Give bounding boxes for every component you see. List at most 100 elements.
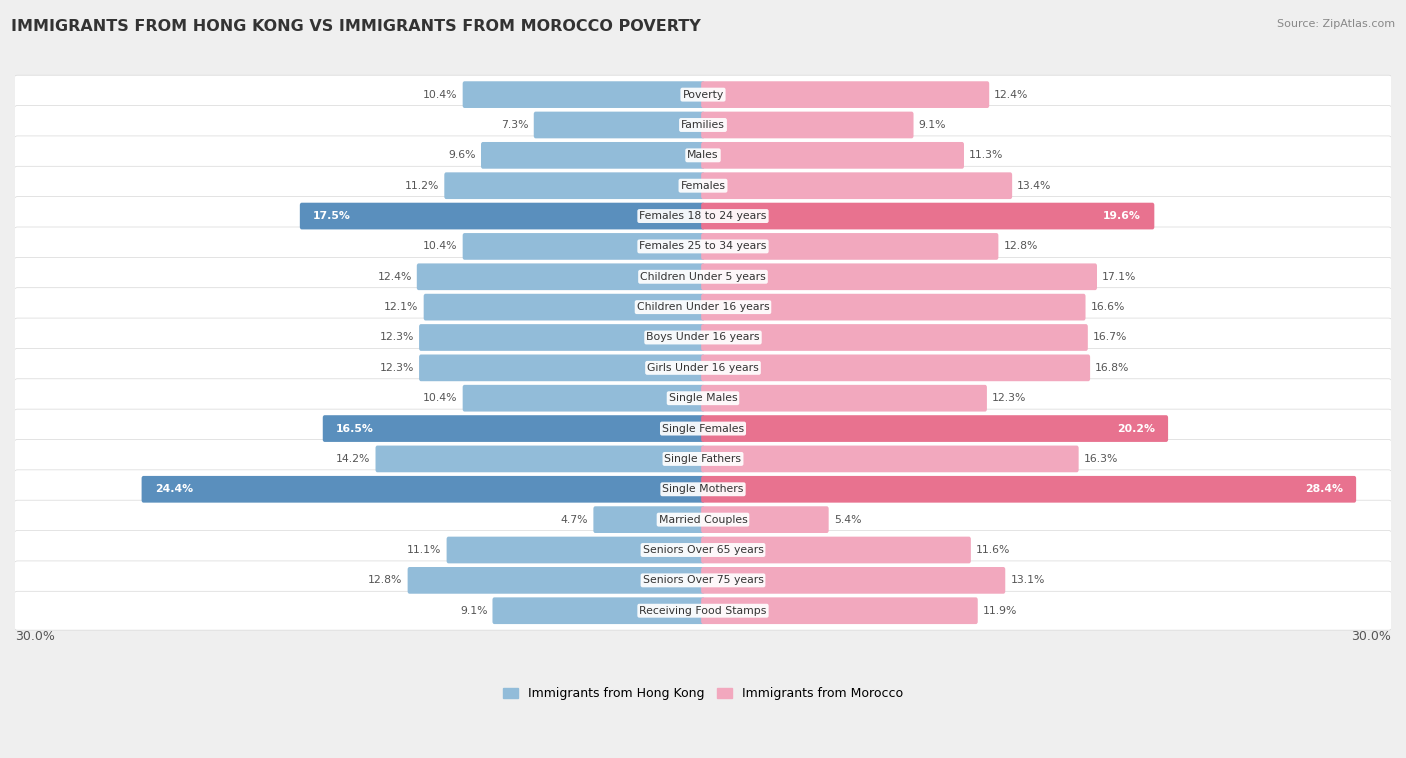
Text: 16.7%: 16.7%: [1092, 333, 1128, 343]
FancyBboxPatch shape: [14, 166, 1392, 205]
Text: 16.6%: 16.6%: [1091, 302, 1125, 312]
FancyBboxPatch shape: [14, 470, 1392, 509]
FancyBboxPatch shape: [14, 75, 1392, 114]
FancyBboxPatch shape: [702, 172, 1012, 199]
FancyBboxPatch shape: [419, 324, 704, 351]
Text: 11.2%: 11.2%: [405, 180, 439, 191]
Text: 16.3%: 16.3%: [1084, 454, 1118, 464]
Text: 13.4%: 13.4%: [1017, 180, 1052, 191]
FancyBboxPatch shape: [299, 202, 704, 230]
Legend: Immigrants from Hong Kong, Immigrants from Morocco: Immigrants from Hong Kong, Immigrants fr…: [498, 682, 908, 705]
Text: 5.4%: 5.4%: [834, 515, 862, 525]
Text: 9.6%: 9.6%: [449, 150, 477, 161]
FancyBboxPatch shape: [702, 537, 972, 563]
Text: 17.1%: 17.1%: [1102, 272, 1136, 282]
FancyBboxPatch shape: [14, 105, 1392, 145]
Text: 30.0%: 30.0%: [1351, 630, 1391, 643]
FancyBboxPatch shape: [14, 409, 1392, 448]
Text: 4.7%: 4.7%: [561, 515, 588, 525]
Text: Single Fathers: Single Fathers: [665, 454, 741, 464]
Text: Single Females: Single Females: [662, 424, 744, 434]
FancyBboxPatch shape: [463, 233, 704, 260]
FancyBboxPatch shape: [702, 111, 914, 139]
FancyBboxPatch shape: [534, 111, 704, 139]
FancyBboxPatch shape: [463, 81, 704, 108]
Text: 11.3%: 11.3%: [969, 150, 1004, 161]
Text: Females 25 to 34 years: Females 25 to 34 years: [640, 241, 766, 252]
Text: 11.1%: 11.1%: [408, 545, 441, 555]
Text: 12.3%: 12.3%: [380, 363, 413, 373]
Text: 19.6%: 19.6%: [1104, 211, 1142, 221]
FancyBboxPatch shape: [14, 379, 1392, 418]
Text: 12.8%: 12.8%: [1004, 241, 1038, 252]
Text: Single Males: Single Males: [669, 393, 737, 403]
Text: Receiving Food Stamps: Receiving Food Stamps: [640, 606, 766, 615]
Text: 9.1%: 9.1%: [918, 120, 946, 130]
Text: 12.4%: 12.4%: [377, 272, 412, 282]
Text: Girls Under 16 years: Girls Under 16 years: [647, 363, 759, 373]
FancyBboxPatch shape: [702, 264, 1097, 290]
FancyBboxPatch shape: [14, 561, 1392, 600]
Text: Females 18 to 24 years: Females 18 to 24 years: [640, 211, 766, 221]
Text: 24.4%: 24.4%: [155, 484, 193, 494]
FancyBboxPatch shape: [702, 476, 1357, 503]
FancyBboxPatch shape: [419, 355, 704, 381]
Text: Seniors Over 65 years: Seniors Over 65 years: [643, 545, 763, 555]
FancyBboxPatch shape: [14, 258, 1392, 296]
FancyBboxPatch shape: [142, 476, 704, 503]
FancyBboxPatch shape: [14, 288, 1392, 327]
Text: 10.4%: 10.4%: [423, 89, 457, 99]
FancyBboxPatch shape: [444, 172, 704, 199]
Text: Children Under 5 years: Children Under 5 years: [640, 272, 766, 282]
Text: Children Under 16 years: Children Under 16 years: [637, 302, 769, 312]
FancyBboxPatch shape: [481, 142, 704, 169]
FancyBboxPatch shape: [14, 136, 1392, 175]
FancyBboxPatch shape: [423, 294, 704, 321]
FancyBboxPatch shape: [702, 597, 977, 624]
Text: Males: Males: [688, 150, 718, 161]
FancyBboxPatch shape: [702, 415, 1168, 442]
FancyBboxPatch shape: [702, 294, 1085, 321]
FancyBboxPatch shape: [375, 446, 704, 472]
FancyBboxPatch shape: [14, 318, 1392, 357]
Text: 17.5%: 17.5%: [314, 211, 352, 221]
Text: 12.4%: 12.4%: [994, 89, 1029, 99]
FancyBboxPatch shape: [702, 324, 1088, 351]
FancyBboxPatch shape: [14, 196, 1392, 236]
Text: Source: ZipAtlas.com: Source: ZipAtlas.com: [1277, 19, 1395, 29]
Text: Poverty: Poverty: [682, 89, 724, 99]
Text: 12.3%: 12.3%: [993, 393, 1026, 403]
FancyBboxPatch shape: [323, 415, 704, 442]
FancyBboxPatch shape: [14, 227, 1392, 266]
FancyBboxPatch shape: [14, 591, 1392, 630]
FancyBboxPatch shape: [702, 355, 1090, 381]
FancyBboxPatch shape: [463, 385, 704, 412]
Text: 28.4%: 28.4%: [1305, 484, 1343, 494]
FancyBboxPatch shape: [702, 81, 990, 108]
Text: 16.8%: 16.8%: [1095, 363, 1129, 373]
Text: 12.1%: 12.1%: [384, 302, 419, 312]
Text: Boys Under 16 years: Boys Under 16 years: [647, 333, 759, 343]
FancyBboxPatch shape: [416, 264, 704, 290]
Text: IMMIGRANTS FROM HONG KONG VS IMMIGRANTS FROM MOROCCO POVERTY: IMMIGRANTS FROM HONG KONG VS IMMIGRANTS …: [11, 19, 702, 34]
Text: 16.5%: 16.5%: [336, 424, 374, 434]
Text: 10.4%: 10.4%: [423, 393, 457, 403]
FancyBboxPatch shape: [702, 202, 1154, 230]
FancyBboxPatch shape: [14, 440, 1392, 478]
Text: 13.1%: 13.1%: [1011, 575, 1045, 585]
FancyBboxPatch shape: [408, 567, 704, 594]
Text: 12.3%: 12.3%: [380, 333, 413, 343]
Text: 12.8%: 12.8%: [368, 575, 402, 585]
FancyBboxPatch shape: [447, 537, 704, 563]
FancyBboxPatch shape: [14, 500, 1392, 539]
FancyBboxPatch shape: [702, 446, 1078, 472]
FancyBboxPatch shape: [14, 349, 1392, 387]
Text: 30.0%: 30.0%: [15, 630, 55, 643]
FancyBboxPatch shape: [702, 233, 998, 260]
FancyBboxPatch shape: [702, 385, 987, 412]
Text: 20.2%: 20.2%: [1116, 424, 1154, 434]
Text: Families: Families: [681, 120, 725, 130]
Text: 14.2%: 14.2%: [336, 454, 370, 464]
FancyBboxPatch shape: [702, 506, 828, 533]
FancyBboxPatch shape: [593, 506, 704, 533]
